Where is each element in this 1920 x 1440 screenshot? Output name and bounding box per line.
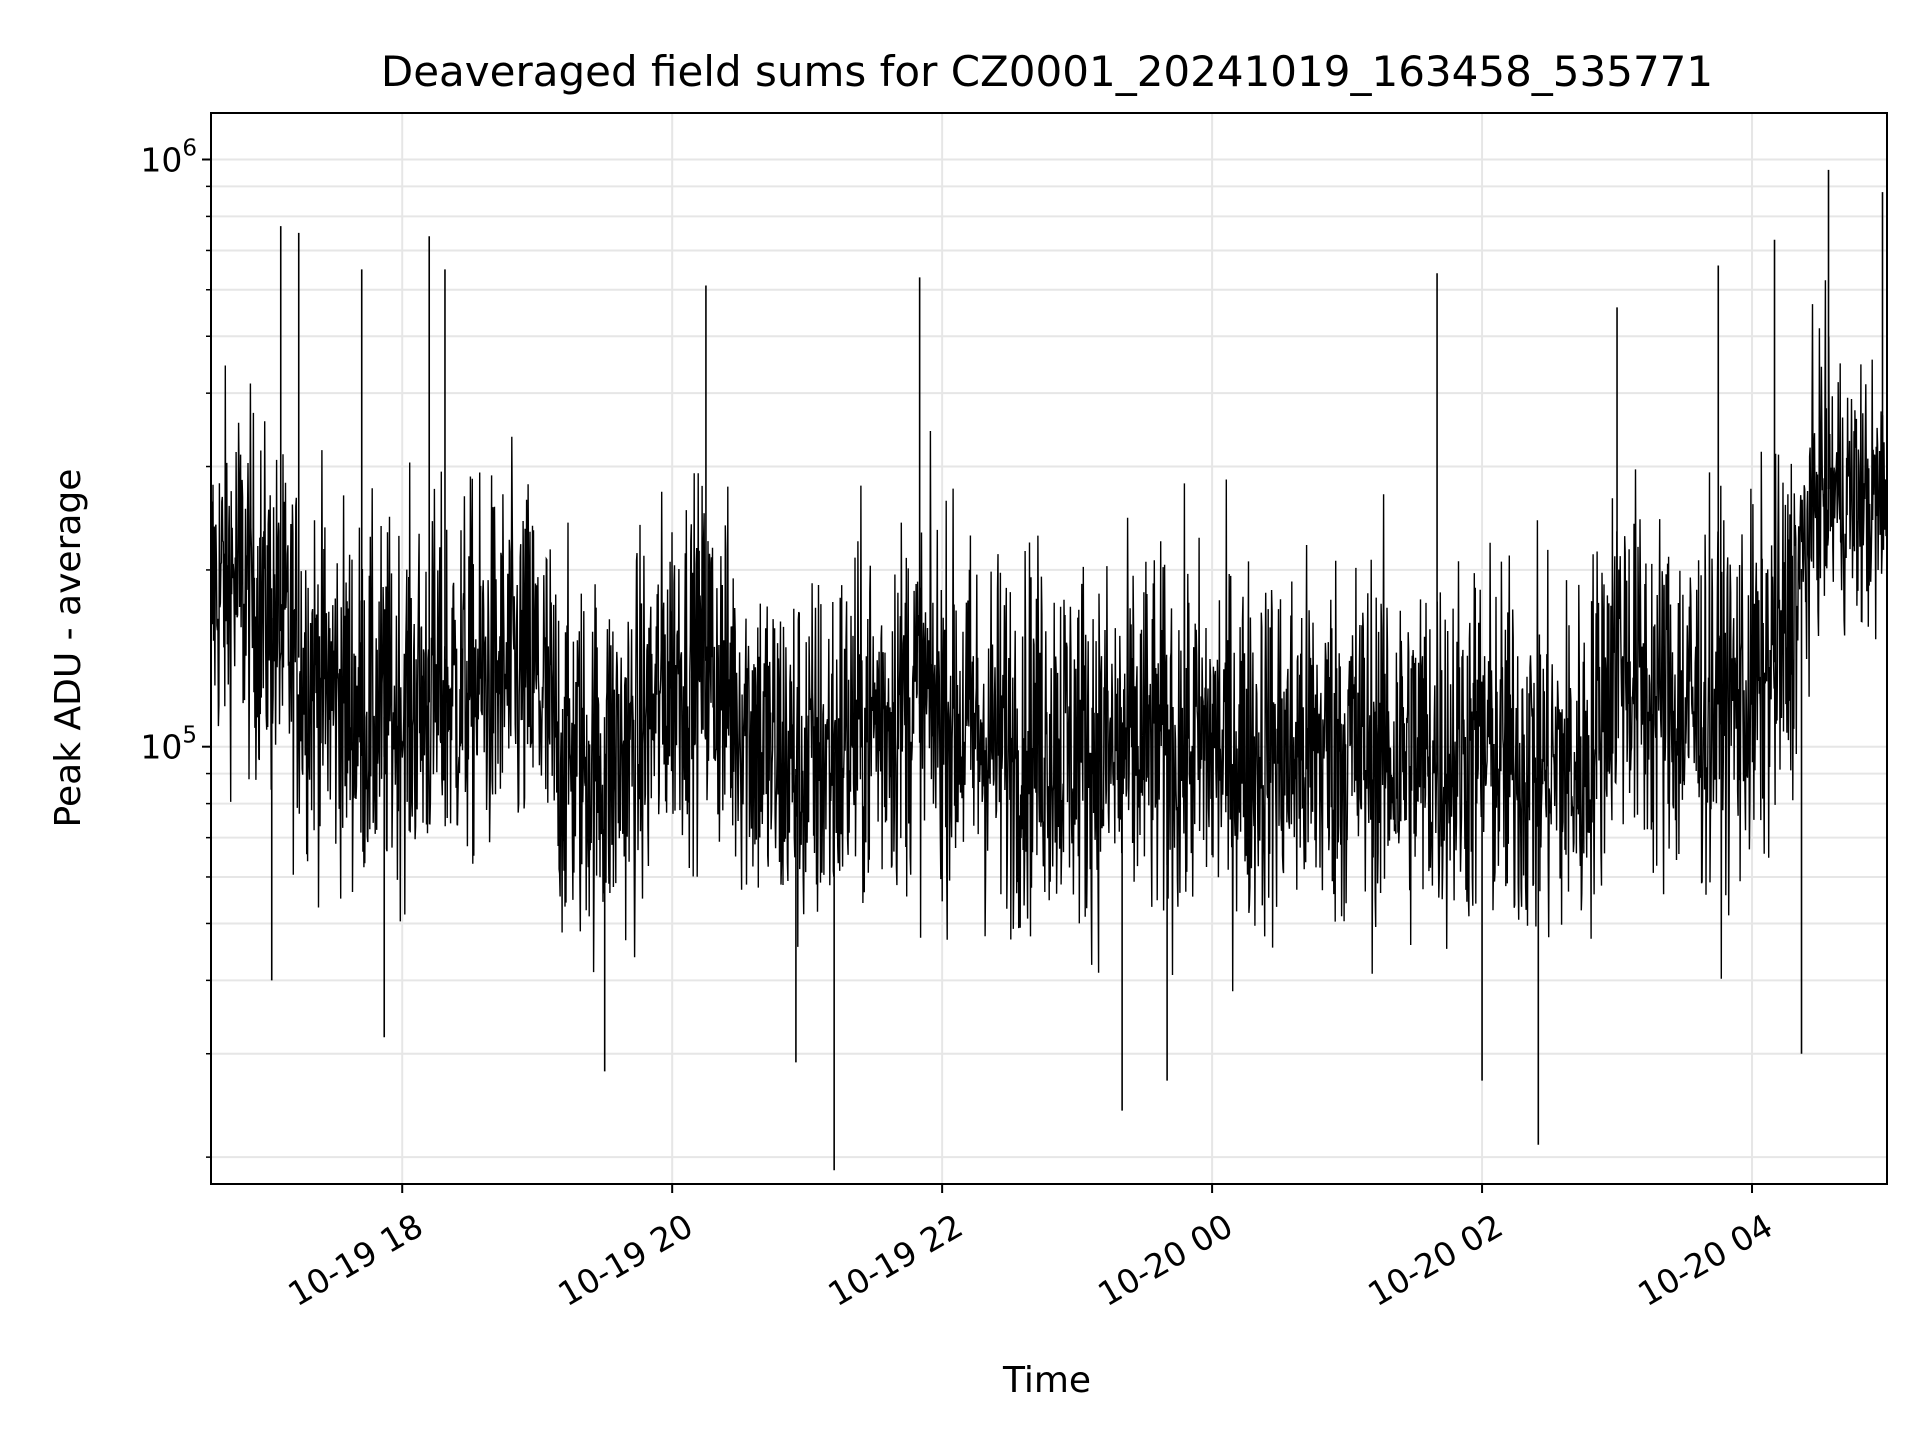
y-tick-label: 106: [140, 135, 197, 179]
x-axis-label: Time: [1002, 1360, 1091, 1401]
series-trace: [210, 280, 1888, 992]
y-axis-label: Peak ADU - average: [48, 469, 89, 828]
plot-frame: [210, 112, 1888, 1185]
y-axis-ticks: 105 106: [140, 135, 211, 1158]
y-tick-label: 105: [140, 723, 197, 767]
series-line: [210, 169, 1888, 1171]
chart-title: Deaveraged field sums for CZ0001_2024101…: [381, 47, 1713, 96]
